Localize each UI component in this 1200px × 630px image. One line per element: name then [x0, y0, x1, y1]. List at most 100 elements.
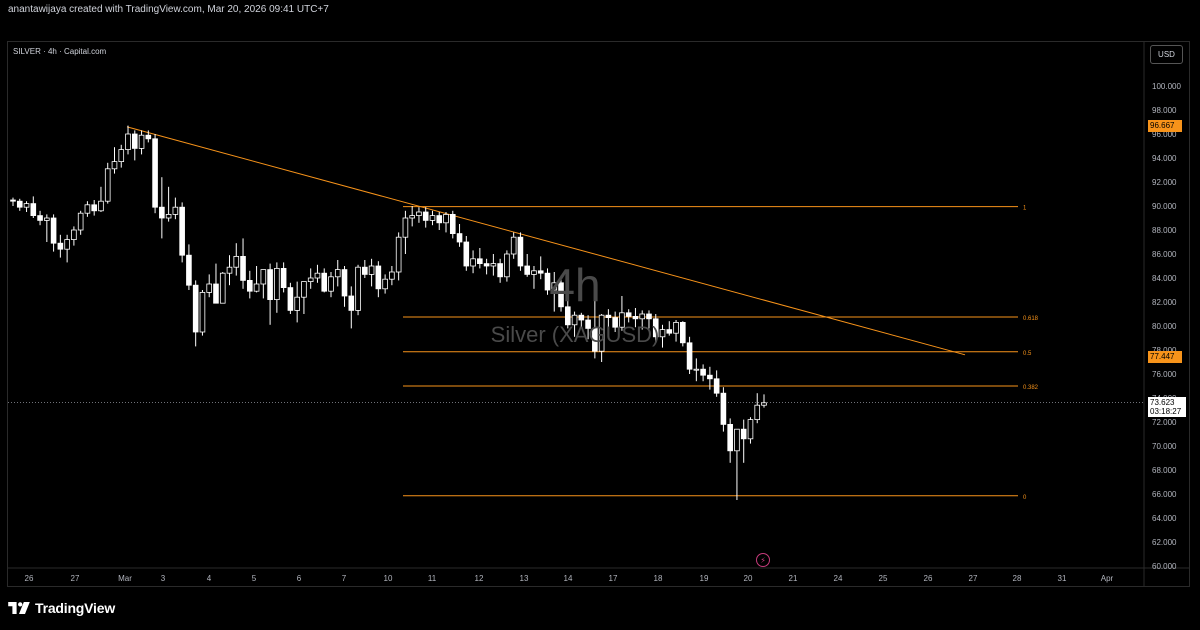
- candle: [558, 275, 564, 312]
- candle: [98, 186, 104, 212]
- x-tick-label: 19: [700, 574, 709, 583]
- candle: [91, 200, 97, 216]
- candle: [307, 268, 314, 289]
- candle: [287, 282, 294, 314]
- candle: [368, 258, 375, 287]
- candle: [524, 254, 530, 277]
- lightning-icon[interactable]: ⚡: [756, 553, 770, 567]
- candle: [206, 274, 213, 298]
- y-tick-label: 100.000: [1152, 82, 1181, 91]
- candle: [720, 387, 727, 432]
- candle: [490, 254, 497, 276]
- candle: [402, 210, 409, 254]
- candle: [483, 258, 490, 275]
- candle: [341, 266, 348, 307]
- y-tick-label: 60.000: [1152, 562, 1177, 571]
- y-tick-label: 62.000: [1152, 538, 1177, 547]
- descending-trendline: [126, 126, 966, 356]
- price-tag: 77.447: [1148, 350, 1182, 363]
- candle: [125, 125, 131, 155]
- candle: [172, 197, 179, 220]
- x-tick-label: 18: [654, 574, 663, 583]
- candle: [436, 212, 443, 230]
- x-tick-label: 25: [879, 574, 888, 583]
- candle: [456, 224, 463, 247]
- y-tick-label: 84.000: [1152, 274, 1177, 283]
- last-price-tag: 73.623 03:18:27: [1148, 396, 1186, 417]
- x-tick-label: 26: [924, 574, 933, 583]
- fib-level-label: 1: [1023, 206, 1027, 212]
- y-tick-label: 68.000: [1152, 466, 1177, 475]
- y-tick-label: 76.000: [1152, 370, 1177, 379]
- candle: [740, 419, 747, 463]
- candle: [328, 272, 334, 298]
- candle: [673, 320, 679, 342]
- candle: [734, 428, 740, 500]
- candle: [84, 201, 91, 217]
- fib-level-label: 0.618: [1023, 316, 1039, 322]
- candle: [233, 243, 240, 276]
- candle: [652, 314, 659, 343]
- candle: [23, 201, 30, 212]
- candle: [253, 266, 260, 293]
- candle: [138, 130, 145, 155]
- candle: [578, 312, 585, 328]
- tradingview-logo-icon: [8, 602, 30, 614]
- x-tick-label: 20: [744, 574, 753, 583]
- candle: [754, 393, 761, 424]
- x-tick-label: 26: [25, 574, 34, 583]
- candle: [77, 210, 84, 235]
- candle: [470, 250, 476, 274]
- y-tick-label: 92.000: [1152, 178, 1177, 187]
- x-tick-label: Apr: [1101, 574, 1114, 583]
- candle: [544, 268, 551, 295]
- candle: [280, 262, 287, 293]
- candle: [362, 260, 368, 278]
- candle: [707, 366, 713, 390]
- x-tick-label: 21: [789, 574, 798, 583]
- symbol-label[interactable]: SILVER · 4h · Capital.com: [13, 47, 107, 56]
- candle: [145, 130, 152, 143]
- candles: [10, 125, 767, 500]
- y-tick-label: 82.000: [1152, 298, 1177, 307]
- candle: [247, 270, 253, 299]
- x-tick-label: 17: [609, 574, 618, 583]
- candle: [10, 197, 16, 206]
- candle: [510, 232, 517, 259]
- candle: [104, 162, 111, 204]
- x-tick-label: 4: [207, 574, 212, 583]
- candle: [639, 310, 646, 330]
- y-tick-label: 86.000: [1152, 250, 1177, 259]
- fib-level-label: 0: [1023, 495, 1027, 501]
- candle: [564, 296, 571, 329]
- fib-retracement: 1 0.618 0.5 0.382 0: [403, 206, 1039, 501]
- candle: [416, 207, 422, 223]
- candle: [713, 370, 720, 397]
- x-tick-label: Mar: [118, 574, 132, 583]
- candle: [118, 144, 125, 168]
- y-tick-label: 88.000: [1152, 226, 1177, 235]
- x-tick-label: 12: [475, 574, 484, 583]
- candle: [16, 198, 23, 211]
- candle: [294, 281, 300, 323]
- y-tick-label: 78.000: [1152, 346, 1177, 355]
- candle: [449, 210, 456, 239]
- y-tick-label: 70.000: [1152, 442, 1177, 451]
- candle: [686, 336, 693, 374]
- candle: [598, 314, 605, 362]
- candle: [659, 324, 666, 348]
- x-tick-label: 11: [428, 574, 437, 583]
- candle: [389, 266, 395, 286]
- candle: [632, 308, 639, 328]
- currency-selector[interactable]: USD: [1150, 45, 1183, 64]
- candle: [504, 250, 510, 282]
- candle: [57, 234, 64, 258]
- y-tick-label: 72.000: [1152, 418, 1177, 427]
- candle: [111, 147, 118, 174]
- candle: [537, 256, 544, 280]
- candle: [429, 210, 436, 226]
- candle: [267, 263, 273, 325]
- candle: [152, 134, 158, 214]
- candle: [260, 269, 267, 299]
